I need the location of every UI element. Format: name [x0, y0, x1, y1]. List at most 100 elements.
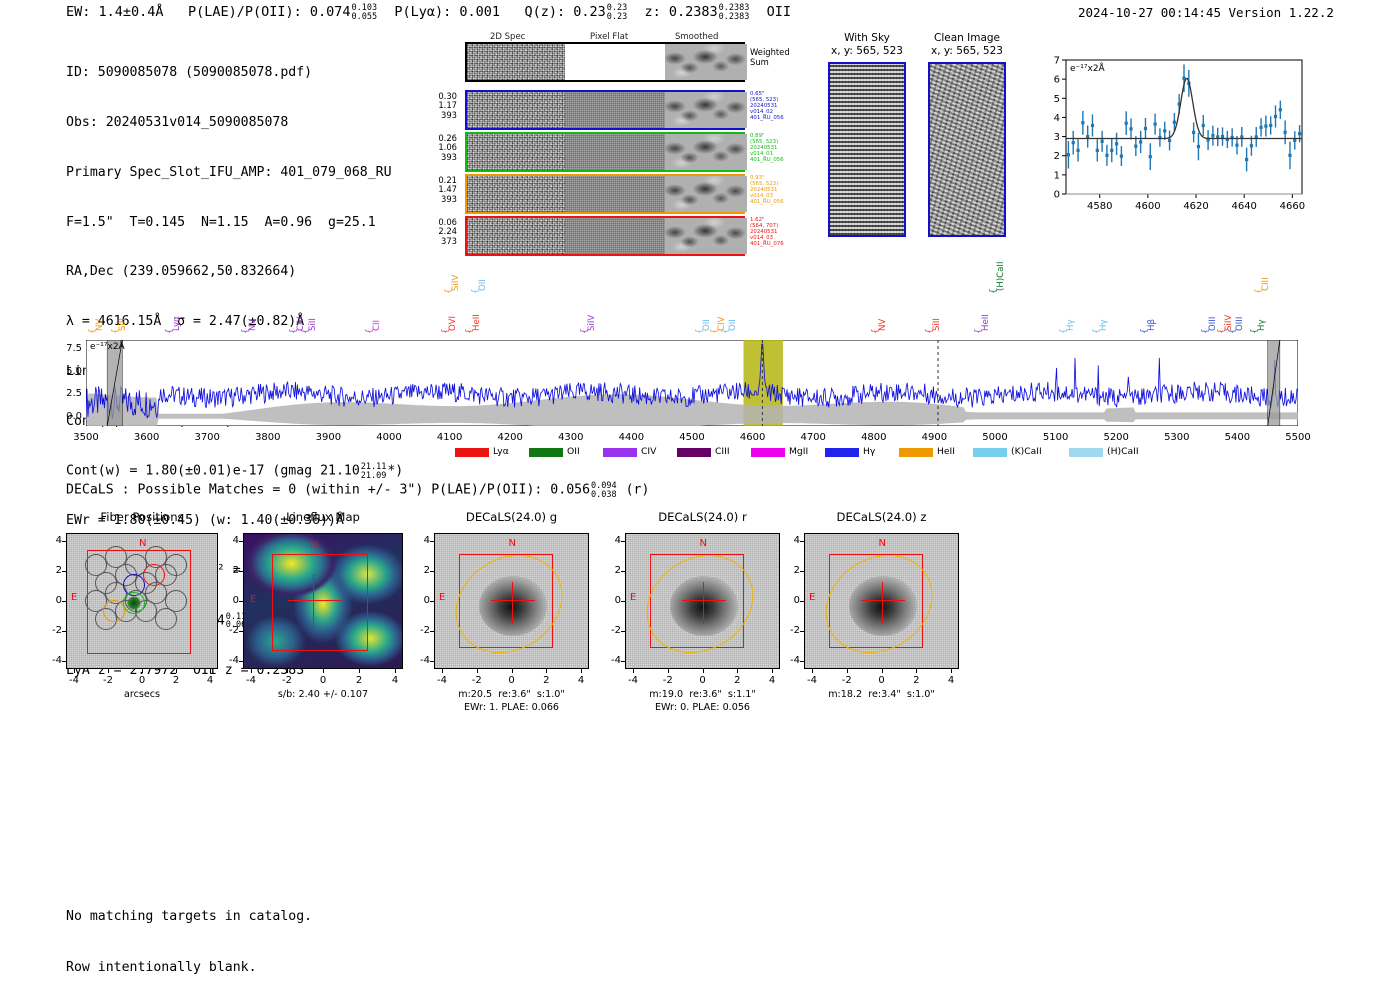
- legend-label-0: Lyα: [493, 446, 509, 457]
- decals-z-crosshair-v: [881, 582, 883, 624]
- spec-row-1: [465, 132, 747, 172]
- legend-label-1: OII: [567, 446, 580, 457]
- line-marker-CII-6: CII: [371, 319, 382, 331]
- line-marker-H-19: Hγ: [1065, 319, 1076, 331]
- header-plya: P(Lyα): 0.001: [394, 4, 501, 20]
- line-marker-NV-0: NV: [94, 318, 105, 331]
- lineflux-map-xtick: [323, 669, 324, 673]
- info-fwhm-params: F=1.5" T=0.145 N=1.15 A=0.96 g=25.1: [66, 214, 376, 230]
- lineflux-map-xtick-label-0: -4: [246, 675, 256, 686]
- decals-g-ytick-label-2: 0: [423, 595, 430, 606]
- lineflux-map-ytick: [239, 661, 243, 662]
- fiber-selected-orange: [103, 600, 125, 622]
- legend-label-5: Hγ: [863, 446, 876, 457]
- spec-row-0-right-label: 0.65" (565, 523) 20240531 v014_02 401_RU…: [750, 91, 784, 122]
- fiber-galaxy-blob: [127, 596, 141, 610]
- decals-g-ytick-label-4: 4: [423, 535, 430, 546]
- decals-r-ytick: [621, 601, 625, 602]
- fullspec-xtick-0: 3500: [73, 432, 99, 443]
- footer-line-2: Row intentionally blank.: [66, 960, 257, 975]
- decals-g-xtick-label-0: -4: [437, 675, 447, 686]
- header-z-range: 0.2383 0.2383: [718, 3, 750, 22]
- lineflux-map-xtick: [395, 669, 396, 673]
- decals-g-title: DECaLS(24.0) g: [465, 510, 558, 524]
- decals-z-title: DECaLS(24.0) z: [836, 510, 927, 524]
- fiber-compass-e: E: [71, 592, 78, 603]
- lineflux-map-title: Lineflux Map: [286, 510, 360, 524]
- fullspec-xtick-7: 4200: [497, 432, 523, 443]
- decals-g-red-box: [459, 554, 553, 648]
- header-ew: EW: 1.4±0.4Å: [66, 4, 164, 20]
- spec-row-3-left-label: 0.06 2.24 373: [438, 217, 457, 246]
- fullspec-xtick-1: 3600: [133, 432, 160, 443]
- legend-label-7: (K)CaII: [1011, 446, 1042, 457]
- fiber-ytick: [62, 541, 66, 542]
- lineflux-map-xtick: [359, 669, 360, 673]
- legend-swatch-1: [529, 448, 563, 457]
- info-primary-spec: Primary Spec_Slot_IFU_AMP: 401_079_068_R…: [66, 164, 392, 180]
- decals-g-xtick: [546, 669, 548, 673]
- line-marker-H-20: Hγ: [1098, 319, 1109, 331]
- fiber-positions-xtick-label-3: 2: [172, 675, 180, 686]
- fiber-ytick-label-0: -4: [52, 655, 62, 666]
- info-id: ID: 5090085078 (5090085078.pdf): [66, 65, 313, 81]
- svg-text:1: 1: [1054, 170, 1060, 181]
- legend-label-6: HeII: [937, 446, 955, 457]
- decals-z-crosshair-h: [860, 600, 905, 602]
- lineflux-map-xtick: [287, 669, 288, 673]
- fiber-circle: [165, 590, 187, 612]
- fiber-ytick: [62, 601, 66, 602]
- spec-row-2: [465, 174, 747, 214]
- decals-g-xtick: [442, 669, 443, 673]
- lineflux-crosshair-h: [288, 600, 342, 602]
- line-marker-SiII-16: SiII: [932, 318, 943, 331]
- line-marker-SiIV-11: SiIV: [586, 314, 597, 331]
- decals-r-compass-n: N: [699, 538, 707, 549]
- fiber-compass-n: N: [139, 538, 147, 549]
- decals-g-xtick: [476, 669, 478, 673]
- decals-r-ytick: [621, 661, 625, 662]
- svg-text:4640: 4640: [1231, 201, 1256, 212]
- spec-row-0-2dspec: [467, 92, 565, 128]
- fullspec-xtick-13: 4800: [861, 432, 887, 443]
- decals-r-ytick-label-2: 0: [614, 595, 621, 606]
- decals-r-ytick-label-0: -4: [611, 655, 621, 666]
- decals-r-ytick-label-1: -2: [611, 625, 621, 636]
- fullspec-xtick-11: 4600: [739, 432, 766, 443]
- footer-note: No matching targets in catalog. Row inte…: [66, 874, 312, 993]
- spec-row-2-2dspec: [467, 176, 565, 212]
- decals-z-caption: m:18.2 re:3.4" s:1.0": [828, 689, 935, 700]
- decals-r-red-box: [650, 554, 744, 648]
- svg-text:4: 4: [1054, 113, 1060, 124]
- lineflux-map-ytick: [239, 541, 243, 542]
- lineflux-map-xtick-label-3: 2: [355, 675, 363, 686]
- spec-col-header-0: 2D Spec: [490, 32, 526, 42]
- fiber-positions-title: Fiber Positions: [100, 510, 184, 524]
- fiber-positions-xtick: [142, 669, 143, 673]
- decals-z-compass-n: N: [878, 538, 886, 549]
- emission-line-zoom-plot: 0 1 2 3 4 5 6 7 4580 4600 4620 4640 4660 e⁻¹⁷x2Å: [1040, 52, 1308, 220]
- decals-g-ytick: [430, 541, 434, 542]
- fullspec-ytick-3: 7.5: [66, 343, 82, 355]
- decals-z-ytick: [800, 631, 804, 632]
- fullspec-xtick-20: 5500: [1285, 432, 1311, 443]
- decals-r-crosshair-h: [681, 600, 726, 602]
- decals-r-xtick: [737, 669, 739, 673]
- fullspec-xtick-18: 5300: [1164, 432, 1190, 443]
- line-marker-SiII-5: SiII: [308, 318, 319, 331]
- line-marker-OII-14: OII: [727, 319, 738, 331]
- weighted-sum-label: Weighted Sum: [750, 47, 790, 67]
- fiber-positions-xtick-label-0: -4: [69, 675, 79, 686]
- fiber-ytick-label-2: 0: [55, 595, 62, 606]
- decals-g-xtick-label-2: 0: [508, 675, 515, 686]
- decals-g-compass-e: E: [439, 592, 446, 603]
- decals-z-red-box: [829, 554, 923, 648]
- lineflux-ytick-label-0: -4: [229, 655, 239, 666]
- line-marker-HCaII-18: (H)CaII: [995, 261, 1006, 291]
- legend-swatch-3: [677, 448, 711, 457]
- full-spectrum-plot: e⁻¹⁷x2Å: [86, 340, 1298, 426]
- fiber-circle: [85, 554, 107, 576]
- decals-g-crosshair-h: [490, 600, 535, 602]
- fullspec-xtick-2: 3700: [194, 432, 220, 443]
- fullspec-xtick-14: 4900: [921, 432, 948, 443]
